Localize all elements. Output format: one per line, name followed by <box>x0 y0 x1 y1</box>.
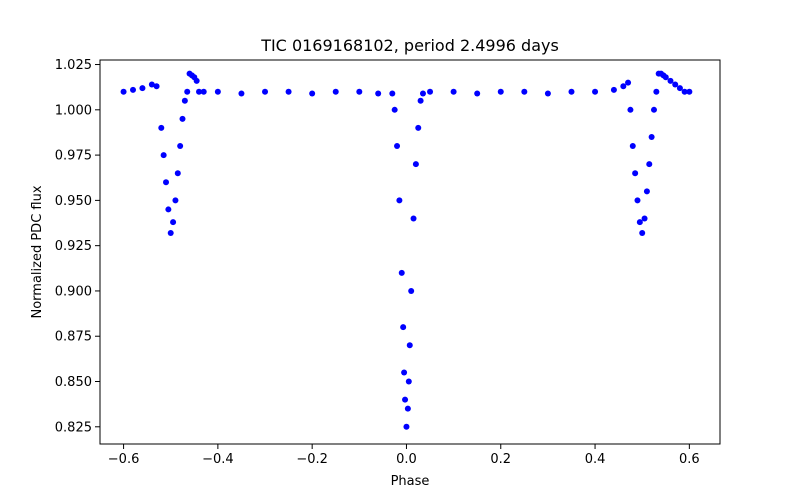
y-tick-label: 0.875 <box>55 330 92 345</box>
data-point <box>214 88 221 95</box>
data-point <box>474 90 481 97</box>
data-point <box>404 405 411 412</box>
x-tick-label: 0.2 <box>490 452 511 467</box>
data-point <box>427 88 434 95</box>
data-point <box>181 97 188 104</box>
data-point <box>165 206 172 213</box>
data-point <box>402 396 409 403</box>
data-point <box>158 124 165 131</box>
data-point <box>238 90 245 97</box>
data-point <box>686 88 693 95</box>
chart-title: TIC 0169168102, period 2.4996 days <box>260 36 559 55</box>
data-point <box>639 229 646 236</box>
data-point <box>401 369 408 376</box>
data-point <box>193 77 200 84</box>
data-point <box>419 90 426 97</box>
x-tick-label: −0.6 <box>108 452 140 467</box>
data-point <box>410 215 417 222</box>
data-point <box>667 77 674 84</box>
x-tick-label: 0.4 <box>585 452 606 467</box>
data-point <box>650 106 657 113</box>
data-point <box>643 188 650 195</box>
data-point <box>681 88 688 95</box>
data-point <box>620 83 627 90</box>
data-point <box>412 161 419 168</box>
data-point <box>177 143 184 150</box>
y-tick-label: 0.900 <box>55 284 92 299</box>
data-point <box>641 215 648 222</box>
data-point <box>672 81 679 88</box>
data-point <box>544 90 551 97</box>
data-point <box>634 197 641 204</box>
data-point <box>636 219 643 226</box>
y-tick-label: 1.000 <box>55 103 92 118</box>
data-point <box>632 170 639 177</box>
data-point <box>629 143 636 150</box>
data-point <box>139 85 146 92</box>
x-tick-label: 0.6 <box>679 452 700 467</box>
y-tick-label: 0.975 <box>55 149 92 164</box>
y-tick-label: 0.825 <box>55 420 92 435</box>
y-axis-ticks: 0.825 0.850 0.875 0.900 0.925 0.950 0.975 1.000… <box>55 58 100 435</box>
data-point <box>676 85 683 92</box>
data-point <box>196 88 203 95</box>
x-axis-ticks: −0.6 −0.4 −0.2 0.0 0.2 0.4 0.6 <box>108 444 700 467</box>
data-point <box>408 287 415 294</box>
data-point <box>592 88 599 95</box>
data-point <box>389 90 396 97</box>
data-point <box>398 269 405 276</box>
data-point <box>400 324 407 331</box>
data-point <box>610 86 617 93</box>
x-tick-label: −0.2 <box>296 452 328 467</box>
data-point <box>356 88 363 95</box>
data-point <box>200 88 207 95</box>
data-point <box>406 342 413 349</box>
data-point <box>167 229 174 236</box>
data-point <box>160 152 167 159</box>
data-points <box>120 70 693 430</box>
data-point <box>450 88 457 95</box>
x-axis-label: Phase <box>391 474 430 489</box>
data-point <box>172 197 179 204</box>
data-point <box>309 90 316 97</box>
data-point <box>521 88 528 95</box>
data-point <box>179 115 186 122</box>
data-point <box>627 106 634 113</box>
data-point <box>405 378 412 385</box>
data-point <box>568 88 575 95</box>
x-tick-label: −0.4 <box>202 452 234 467</box>
data-point <box>662 74 669 81</box>
data-point <box>375 90 382 97</box>
data-point <box>394 143 401 150</box>
data-point <box>391 106 398 113</box>
plot-frame <box>99 59 721 445</box>
data-point <box>120 88 127 95</box>
data-point <box>130 86 137 93</box>
data-point <box>396 197 403 204</box>
data-point <box>174 170 181 177</box>
data-point <box>653 88 660 95</box>
data-point <box>403 423 410 430</box>
data-point <box>285 88 292 95</box>
data-point <box>184 88 191 95</box>
y-tick-label: 0.950 <box>55 194 92 209</box>
y-tick-label: 1.025 <box>55 58 92 73</box>
data-point <box>625 79 632 86</box>
data-point <box>170 219 177 226</box>
data-point <box>648 133 655 140</box>
data-point <box>153 83 160 90</box>
x-tick-label: 0.0 <box>396 452 417 467</box>
data-point <box>646 161 653 168</box>
data-point <box>332 88 339 95</box>
y-tick-label: 0.850 <box>55 375 92 390</box>
data-point <box>148 81 155 88</box>
data-point <box>497 88 504 95</box>
data-point <box>415 124 422 131</box>
data-point <box>262 88 269 95</box>
y-axis-label: Normalized PDC flux <box>30 185 45 318</box>
data-point <box>417 97 424 104</box>
y-tick-label: 0.925 <box>55 239 92 254</box>
data-point <box>163 179 170 186</box>
